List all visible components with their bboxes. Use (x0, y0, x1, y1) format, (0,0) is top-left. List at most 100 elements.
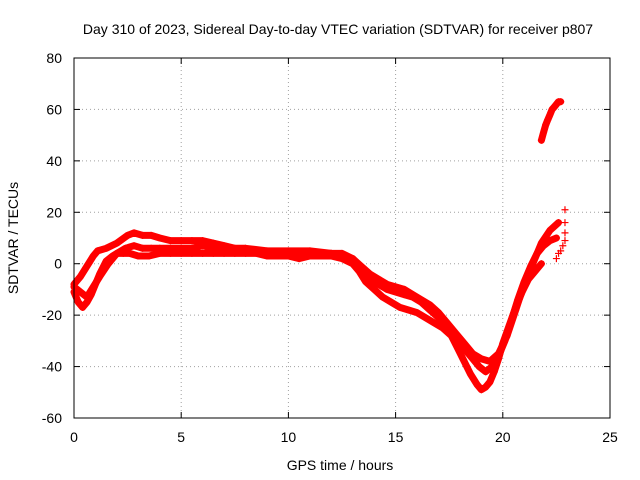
data-point-marker (166, 244, 174, 252)
y-tick-label: -60 (42, 410, 62, 426)
series-lower-band (70, 249, 545, 394)
data-point-marker (561, 206, 569, 214)
data-point-marker (396, 303, 404, 311)
data-point-marker (79, 303, 87, 311)
y-tick-label: 60 (46, 101, 62, 117)
data-point-marker (486, 357, 494, 365)
data-point-marker (540, 129, 548, 137)
data-point-marker (430, 319, 438, 327)
data-point-marker (139, 231, 147, 239)
data-point-marker (555, 219, 563, 227)
data-point-marker (156, 234, 164, 242)
data-point-marker (83, 262, 91, 270)
tick-layer (73, 57, 611, 419)
data-layer (70, 98, 569, 394)
data-point-marker (417, 296, 425, 304)
chart-title: Day 310 of 2023, Sidereal Day-to-day VTE… (83, 21, 593, 37)
data-point-marker (443, 319, 451, 327)
data-point-marker (139, 244, 147, 252)
data-point-marker (104, 260, 112, 268)
x-tick-label: 20 (495, 429, 511, 445)
data-point-marker (94, 247, 102, 255)
data-point-marker (306, 247, 314, 255)
data-point-marker (460, 357, 468, 365)
data-point-marker (383, 280, 391, 288)
y-axis-label: SDTVAR / TECUs (5, 182, 21, 294)
data-point-marker (542, 121, 550, 129)
y-tick-label: -40 (42, 359, 62, 375)
data-point-marker (552, 234, 560, 242)
series-trace (70, 219, 562, 365)
series-trace (70, 249, 545, 394)
data-point-marker (177, 237, 185, 245)
y-tick-label: 20 (46, 204, 62, 220)
grid-layer (74, 58, 610, 418)
data-point-marker (561, 219, 569, 227)
series-upper-band (70, 219, 563, 365)
data-point-marker (366, 270, 374, 278)
data-point-marker (263, 247, 271, 255)
data-point-marker (374, 275, 382, 283)
data-point-marker (552, 255, 560, 263)
data-point-marker (557, 98, 565, 106)
data-point-marker (503, 332, 511, 340)
data-point-marker (473, 381, 481, 389)
data-point-marker (387, 298, 395, 306)
data-point-marker (76, 288, 84, 296)
data-point-marker (546, 111, 554, 119)
data-point-marker (147, 231, 155, 239)
plot-frame (73, 57, 611, 419)
data-point-marker (477, 355, 485, 363)
data-point-marker (76, 273, 84, 281)
data-point-marker (467, 370, 475, 378)
data-point-marker (482, 383, 490, 391)
data-point-marker (422, 314, 430, 322)
data-point-marker (537, 136, 545, 144)
data-point-marker (349, 255, 357, 263)
y-tick-label: 40 (46, 153, 62, 169)
data-point-marker (546, 237, 554, 245)
data-point-marker (561, 237, 569, 245)
data-point-marker (89, 252, 97, 260)
y-tick-label: 0 (54, 256, 62, 272)
data-point-marker (121, 244, 129, 252)
data-point-marker (284, 247, 292, 255)
data-point-marker (126, 249, 134, 257)
series-late-high-arc (537, 98, 565, 144)
data-point-marker (102, 244, 110, 252)
data-point-marker (231, 244, 239, 252)
data-point-marker (124, 231, 132, 239)
data-point-marker (327, 249, 335, 257)
data-point-marker (134, 252, 142, 260)
x-tick-label: 10 (281, 429, 297, 445)
data-point-marker (220, 242, 228, 250)
data-point-marker (130, 242, 138, 250)
data-point-marker (113, 239, 121, 247)
data-point-marker (460, 339, 468, 347)
data-point-marker (537, 260, 545, 268)
x-axis-label: GPS time / hours (287, 457, 394, 473)
data-point-marker (338, 249, 346, 257)
data-point-marker (488, 363, 496, 371)
data-point-marker (199, 249, 207, 257)
data-point-marker (357, 262, 365, 270)
x-tick-label: 15 (388, 429, 404, 445)
data-point-marker (469, 350, 477, 358)
data-point-marker (370, 285, 378, 293)
data-point-marker (156, 244, 164, 252)
series-late-scatter (552, 206, 569, 263)
data-point-marker (520, 280, 528, 288)
data-point-marker (452, 329, 460, 337)
data-point-marker (404, 306, 412, 314)
data-point-marker (544, 116, 552, 124)
data-point-marker (147, 244, 155, 252)
data-point-marker (434, 309, 442, 317)
data-point-marker (392, 283, 400, 291)
data-point-marker (166, 237, 174, 245)
x-tick-label: 25 (602, 429, 618, 445)
data-point-marker (475, 363, 483, 371)
data-point-marker (495, 350, 503, 358)
data-point-marker (482, 368, 490, 376)
x-tick-label: 5 (177, 429, 185, 445)
